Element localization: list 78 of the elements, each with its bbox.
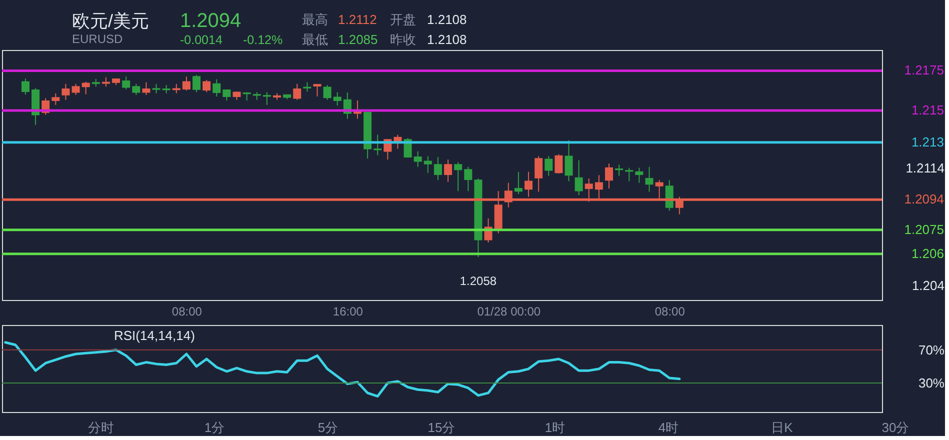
candlestick [514,171,522,195]
text: 1分 [204,420,225,435]
candlestick [142,82,150,96]
text: 分时 [88,420,114,435]
y-tick-label: 70% [918,342,945,358]
candlestick [182,76,190,92]
ref-line-label: 1.2175 [904,62,944,78]
text: 30分 [882,420,910,435]
candlestick [635,167,644,184]
line-series [4,341,681,398]
chart-title: 欧元/美元 [72,11,150,31]
candlestick [544,156,553,176]
y-tick-label: 1.204 [912,278,944,294]
candlestick [454,162,462,192]
ref-line-label: 1.215 [911,102,944,118]
candlestick [303,82,312,92]
candlestick [554,154,563,174]
chart-subtitle: EURUSD [72,32,124,46]
text: -0.12% [243,33,283,47]
candlestick [444,159,452,182]
candlestick [102,76,110,88]
x-tick-label: 16:00 [332,304,364,318]
candlestick [152,83,160,94]
text: 5分 [318,420,338,435]
candlestick [222,89,231,101]
chart-title: RSI(14,14,14) [114,328,195,343]
candlestick [645,166,654,192]
candlestick [414,150,422,168]
text: 开盘 [390,12,416,27]
candlestick [202,79,211,93]
x-tick-label: 08:00 [172,304,202,318]
candlestick [262,92,271,106]
candlestick [192,74,201,93]
x-tick-label: 08:00 [654,304,686,318]
ref-line-label: 1.213 [911,134,944,150]
text: -0.0014 [180,33,222,47]
candlestick [52,92,60,106]
candlestick [434,156,442,181]
x-tick-label: 01/28 00:00 [477,304,541,318]
candlestick [313,84,322,97]
text: 最低 [302,32,328,47]
candlestick [625,167,634,182]
text: 15分 [428,420,456,435]
candlestick [564,140,573,182]
candlestick [323,84,332,100]
candlestick [333,92,342,106]
text: 1.2108 [427,32,467,47]
y-tick-label: 30% [918,376,945,390]
candlestick [293,83,302,100]
candlestick [534,156,543,192]
text: 1.2094 [180,10,242,32]
y-tick-label: 1.2114 [906,160,944,176]
text: 1.2085 [338,32,378,47]
candlestick [212,78,221,97]
candlestick [464,166,472,192]
text: 1.2108 [427,12,467,27]
text: 1时 [544,420,566,435]
annotation: 1.2058 [460,274,497,288]
ref-line-label: 1.2094 [904,192,944,207]
candlestick [72,83,80,96]
candlestick [374,134,382,156]
candlestick [82,81,90,95]
ref-line-label: 1.206 [911,246,944,261]
candlestick [615,164,624,176]
text: 1.2112 [338,12,377,27]
ref-line-label: 1.2075 [904,222,944,237]
candlestick [605,163,614,190]
candlestick [21,78,30,96]
text: 最高 [302,12,328,27]
candlestick [172,83,180,94]
candlestick [132,83,140,96]
candlestick [574,160,583,196]
candlestick [424,156,432,174]
candlestick [62,83,70,100]
text: 4时 [658,420,679,435]
text: 日K [771,420,794,435]
candlestick [122,76,130,90]
text: 昨收 [390,32,416,47]
